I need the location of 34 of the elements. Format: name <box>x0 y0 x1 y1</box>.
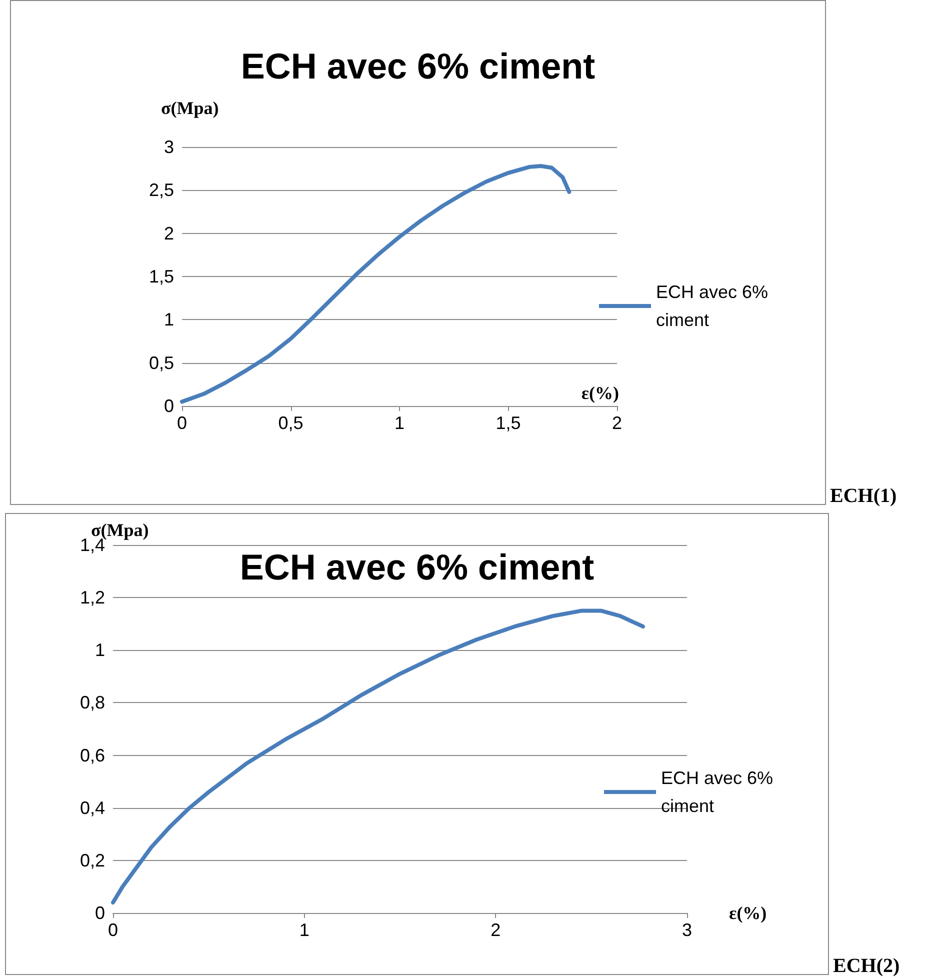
y-tick-label: 2,5 <box>148 180 174 200</box>
x-tick-label: 3 <box>682 920 692 940</box>
y-tick-label: 2 <box>164 223 174 244</box>
x-tick-label: 1 <box>299 920 310 940</box>
x-axis-title: ε(%) <box>581 383 619 403</box>
text: ECH(2) <box>833 955 900 978</box>
y-tick-label: 1 <box>164 310 174 330</box>
y-tick-label: 1,2 <box>80 588 105 608</box>
legend-label: ECH avec 6% ciment <box>656 282 774 330</box>
x-tick-label: 0,5 <box>278 413 304 433</box>
x-tick-label: 1 <box>394 413 405 433</box>
legend-label: ECH avec 6% ciment <box>661 768 778 816</box>
chart-title: ECH avec 6% ciment <box>240 46 596 86</box>
y-tick-label: 3 <box>164 137 174 157</box>
y-axis-title: σ(Mpa) <box>161 98 219 118</box>
y-tick-label: 0 <box>94 903 105 923</box>
y-tick-label: 0,6 <box>80 745 105 766</box>
x-tick-label: 2 <box>612 413 622 433</box>
x-tick-label: 2 <box>490 920 501 940</box>
y-tick-label: 0,5 <box>148 352 174 373</box>
line-series <box>180 164 572 404</box>
chart-title: ECH avec 6% ciment <box>240 546 594 588</box>
y-tick-label: 0,2 <box>80 850 105 870</box>
x-axis-title: ε(%) <box>729 903 767 923</box>
y-tick-label: 0,8 <box>80 692 105 713</box>
x-tick-label: 0 <box>108 920 118 940</box>
y-tick-label: 0,4 <box>80 798 105 818</box>
y-tick-label: 0 <box>164 396 174 416</box>
x-tick-label: 1,5 <box>496 413 521 433</box>
text: ECH(1) <box>830 485 897 508</box>
y-tick-label: 1 <box>94 640 105 660</box>
y-tick-label: 1,5 <box>148 266 174 286</box>
x-tick-label: 0 <box>176 413 188 433</box>
line-series <box>111 608 645 904</box>
